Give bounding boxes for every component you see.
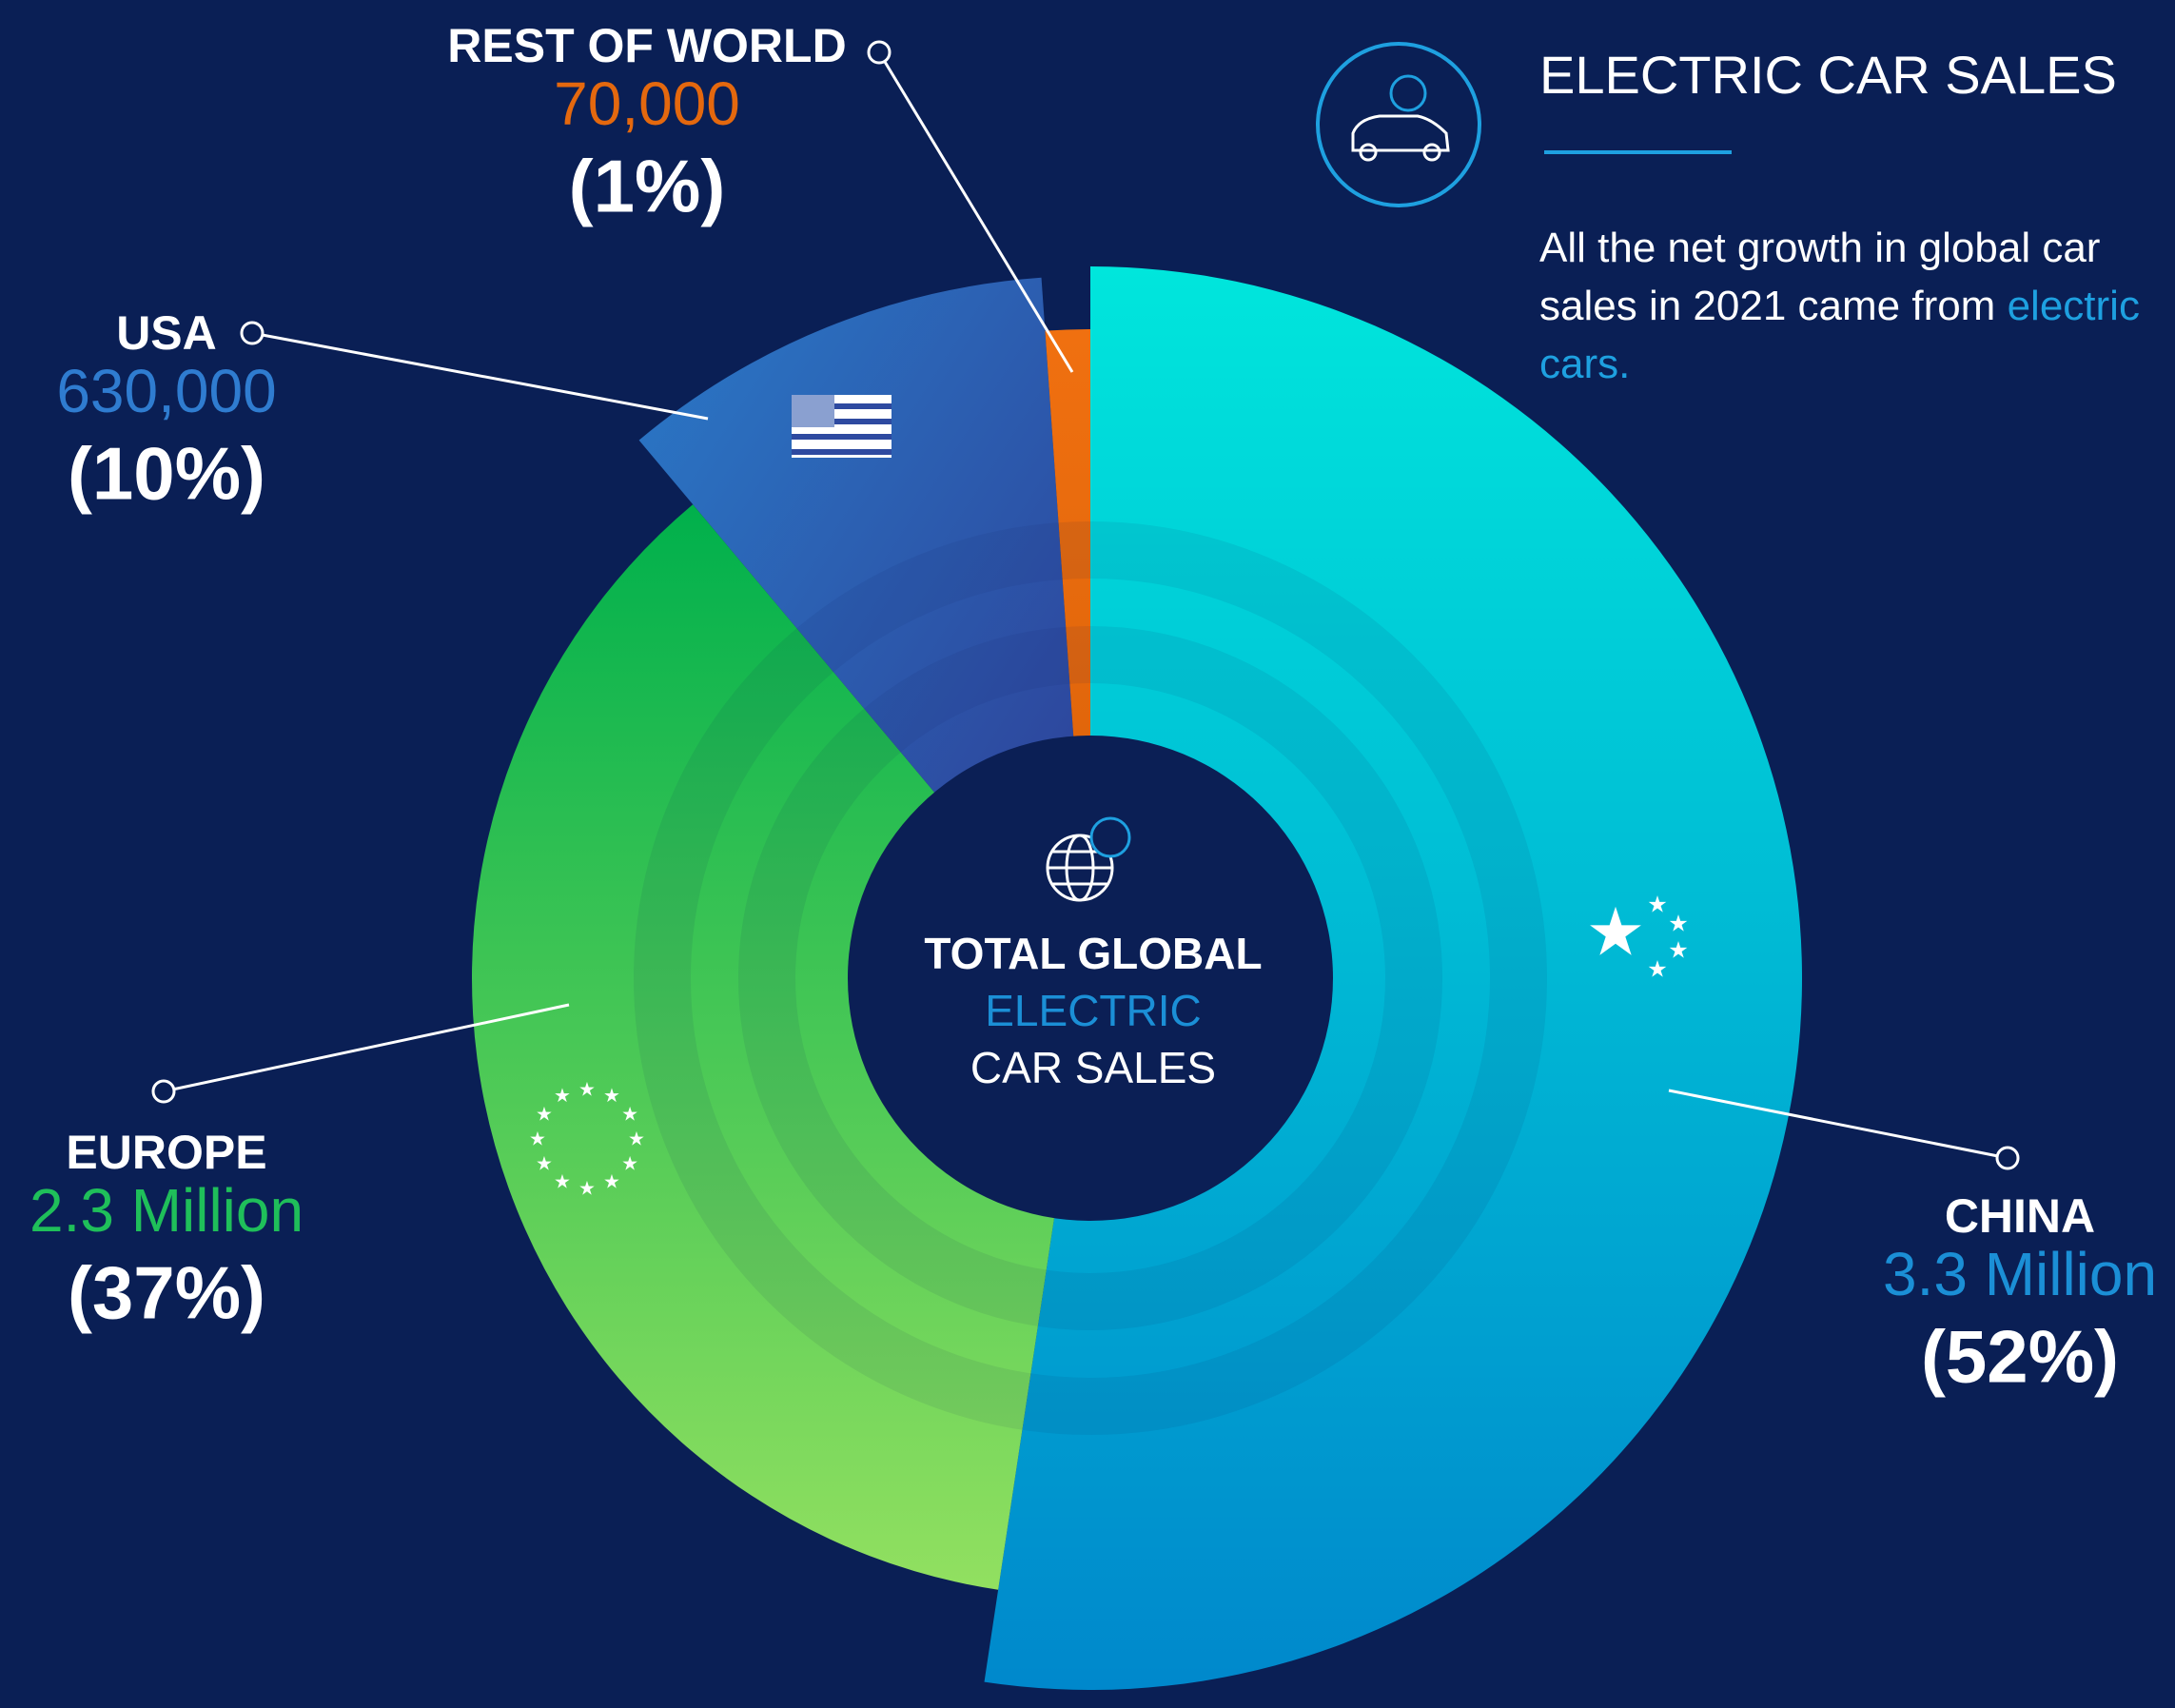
leader-line [251,331,709,421]
eu-star: ★ [536,1104,553,1125]
eu-star: ★ [628,1129,645,1149]
svg-text:★: ★ [1668,937,1689,963]
value-label: 3.3 Million [1883,1240,2157,1308]
subtitle-text: All the net growth in global car sales i… [1539,225,2101,329]
svg-text:★: ★ [1647,892,1668,917]
share-label: (52%) [1921,1315,2119,1399]
flag-europe: ★★★★★★★★★ ★ ★★ [529,1079,645,1199]
svg-text:★: ★ [1647,956,1668,982]
center-label: ELECTRIC [985,986,1201,1035]
eu-star: ★ [578,1079,596,1100]
wedges [472,266,1802,1690]
category-label: EUROPE [66,1126,266,1179]
eu-star: ★ [554,1171,571,1192]
subtitle: All the net growth in global car sales i… [1539,219,2167,393]
eu-star: ★ [603,1086,620,1107]
leader-dot [867,40,892,65]
eu-star: ★ [603,1171,620,1192]
eu-star: ★ [578,1178,596,1199]
leader-line [1668,1089,2008,1160]
category-label: CHINA [1945,1189,2095,1243]
car-icon [1316,42,1481,207]
wedge [984,266,1802,1690]
center-hole [848,736,1333,1221]
share-label: (10%) [68,432,265,516]
svg-text:★: ★ [1586,894,1646,969]
globe-icon [1046,816,1131,902]
share-label: (37%) [68,1251,265,1335]
center-label: CAR SALES [970,1043,1216,1092]
value-label: 2.3 Million [29,1176,304,1245]
value-label: 630,000 [56,357,276,425]
share-label: (1%) [569,145,726,228]
category-label: USA [116,306,217,360]
eu-star: ★ [621,1104,638,1125]
center-label: TOTAL GLOBAL [924,929,1262,978]
eu-star: ★ [621,1153,638,1174]
eu-star: ★ [554,1086,571,1107]
subtitle-highlight: electric cars. [1539,283,2140,387]
leader-line [877,51,1074,373]
value-label: 70,000 [554,69,740,138]
category-label: REST OF WORLD [447,19,846,72]
leader-dot [151,1079,176,1104]
eu-star: ★ [536,1153,553,1174]
wedge [472,504,1090,1590]
rings [634,521,1547,1435]
leader-dot [1995,1146,2020,1170]
flag-usa [792,395,892,458]
title: ELECTRIC CAR SALES [1539,45,2117,105]
svg-text:★: ★ [1668,911,1689,936]
leader-dot [240,321,265,345]
leader-line [163,1003,570,1093]
eu-star: ★ [529,1129,546,1149]
flag-china: ★ ★ ★ ★ ★ [1586,892,1689,982]
